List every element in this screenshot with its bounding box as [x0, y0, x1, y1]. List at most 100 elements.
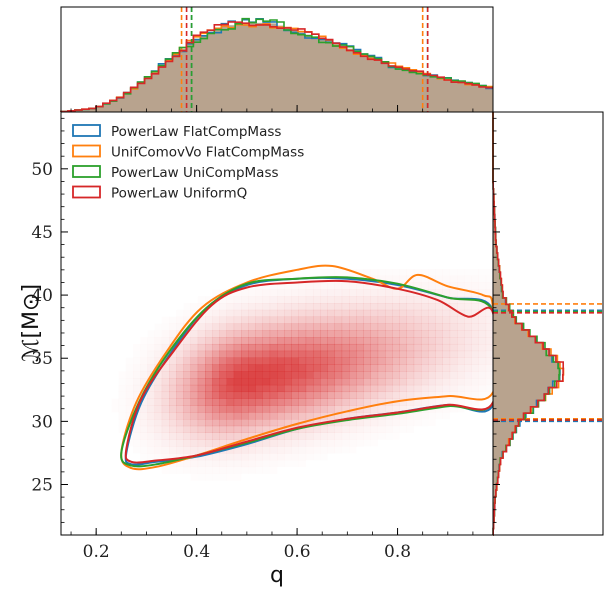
density-cell — [478, 309, 487, 317]
density-cell — [334, 350, 343, 358]
density-cell — [334, 337, 343, 345]
density-cell — [291, 364, 299, 372]
density-cell — [248, 412, 256, 420]
density-cell — [435, 337, 443, 345]
density-cell — [435, 269, 443, 276]
density-cell — [226, 371, 235, 379]
density-cell — [457, 276, 465, 283]
density-cell — [349, 419, 357, 427]
density-cell — [356, 398, 364, 406]
density-cell — [313, 357, 321, 365]
density-cell — [227, 474, 235, 481]
density-cell — [421, 330, 429, 338]
density-cell — [262, 371, 271, 379]
density-cell — [212, 419, 220, 427]
density-cell — [406, 316, 415, 324]
density-cell — [154, 371, 163, 379]
density-cell — [457, 399, 465, 406]
density-cell — [291, 309, 299, 317]
density-cell — [248, 391, 256, 399]
density-cell — [385, 330, 393, 338]
density-cell — [464, 350, 472, 358]
density-cell — [399, 309, 407, 317]
density-cell — [169, 350, 177, 358]
density-cell — [241, 460, 249, 467]
y-tick-label: 30 — [31, 412, 53, 432]
density-cell — [327, 405, 335, 413]
density-cell — [255, 412, 263, 420]
density-cell — [133, 358, 141, 365]
density-cell — [119, 392, 127, 399]
density-cell — [428, 343, 436, 352]
density-cell — [464, 316, 472, 324]
density-cell — [428, 419, 436, 426]
density-cell — [133, 371, 141, 378]
density-cell — [248, 330, 256, 338]
density-cell — [233, 323, 242, 331]
density-cell — [197, 398, 206, 406]
density-cell — [370, 405, 379, 413]
density-cell — [428, 371, 436, 379]
density-cell — [313, 283, 321, 290]
density-cell — [356, 350, 364, 358]
density-cell — [262, 350, 271, 358]
density-cell — [169, 317, 177, 324]
x-axis-label: q — [270, 563, 284, 588]
density-cell — [176, 453, 184, 461]
density-cell — [198, 467, 206, 474]
density-cell — [363, 303, 371, 311]
density-cell — [205, 453, 213, 461]
density-cell — [449, 296, 458, 304]
density-cell — [119, 371, 127, 378]
density-cell — [226, 378, 235, 386]
density-cell — [399, 269, 407, 276]
density-cell — [305, 391, 314, 399]
density-cell — [414, 412, 422, 419]
density-cell — [119, 399, 127, 406]
density-cell — [162, 467, 170, 474]
density-cell — [341, 378, 350, 386]
density-cell — [471, 309, 479, 317]
density-cell — [413, 364, 422, 372]
density-cell — [442, 289, 451, 297]
density-cell — [392, 276, 400, 283]
density-cell — [140, 405, 148, 413]
density-cell — [334, 391, 343, 399]
density-cell — [341, 384, 350, 393]
density-cell — [485, 364, 493, 372]
density-cell — [349, 439, 357, 446]
density-cell — [305, 419, 314, 427]
density-cell — [464, 323, 472, 331]
density-cell — [449, 378, 458, 386]
y-tick-label: 50 — [31, 160, 53, 180]
density-cell — [313, 405, 321, 413]
density-cell — [219, 391, 227, 399]
density-cell — [248, 460, 256, 467]
density-cell — [385, 350, 393, 358]
density-cell — [399, 323, 407, 331]
density-cell — [485, 330, 493, 338]
density-cell — [320, 283, 328, 290]
density-cell — [406, 296, 415, 304]
density-cell — [356, 425, 364, 433]
density-cell — [464, 371, 472, 379]
density-cell — [457, 323, 465, 331]
density-cell — [435, 378, 443, 386]
density-cell — [305, 289, 314, 297]
density-cell — [176, 425, 184, 433]
density-cell — [442, 378, 451, 386]
density-cell — [255, 330, 263, 338]
density-cell — [334, 330, 343, 338]
density-cell — [255, 453, 263, 461]
density-cell — [464, 364, 472, 372]
density-cell — [442, 303, 451, 311]
density-cell — [270, 289, 278, 296]
density-cell — [219, 337, 227, 345]
density-cell — [298, 337, 307, 345]
density-cell — [233, 330, 242, 338]
density-cell — [349, 384, 357, 393]
density-cell — [443, 276, 451, 283]
density-cell — [241, 330, 249, 338]
density-cell — [334, 371, 343, 379]
